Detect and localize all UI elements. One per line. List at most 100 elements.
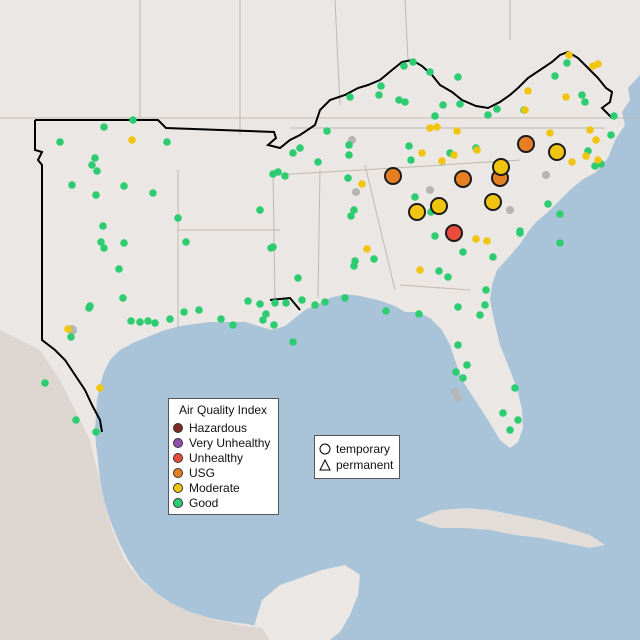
monitor-moderate-small[interactable] <box>592 136 600 144</box>
monitor-good[interactable] <box>269 243 277 251</box>
monitor-good[interactable] <box>115 265 123 273</box>
monitor-good[interactable] <box>431 232 439 240</box>
monitor-good[interactable] <box>311 301 319 309</box>
monitor-good[interactable] <box>100 123 108 131</box>
monitor-good[interactable] <box>439 101 447 109</box>
monitor-good[interactable] <box>163 138 171 146</box>
monitor-good[interactable] <box>41 379 49 387</box>
monitor-moderate-small[interactable] <box>562 93 570 101</box>
monitor-good[interactable] <box>136 318 144 326</box>
monitor-usg[interactable] <box>384 167 402 185</box>
monitor-moderate-small[interactable] <box>483 237 491 245</box>
monitor-good[interactable] <box>511 384 519 392</box>
monitor-good[interactable] <box>551 72 559 80</box>
monitor-moderate-small[interactable] <box>64 325 72 333</box>
monitor-good[interactable] <box>274 168 282 176</box>
monitor-good[interactable] <box>100 244 108 252</box>
monitor-good[interactable] <box>544 200 552 208</box>
monitor-good[interactable] <box>444 273 452 281</box>
monitor-good[interactable] <box>556 210 564 218</box>
monitor-good[interactable] <box>454 341 462 349</box>
monitor-good[interactable] <box>375 91 383 99</box>
monitor-good[interactable] <box>195 306 203 314</box>
monitor-good[interactable] <box>405 142 413 150</box>
monitor-good[interactable] <box>182 238 190 246</box>
monitor-good[interactable] <box>129 116 137 124</box>
monitor-good[interactable] <box>345 151 353 159</box>
monitor-good[interactable] <box>415 310 423 318</box>
monitor-good[interactable] <box>271 299 279 307</box>
monitor-good[interactable] <box>144 317 152 325</box>
monitor-moderate-small[interactable] <box>363 245 371 253</box>
monitor-moderate[interactable] <box>484 193 502 211</box>
monitor-good[interactable] <box>256 300 264 308</box>
monitor-good[interactable] <box>294 274 302 282</box>
monitor-good[interactable] <box>341 294 349 302</box>
monitor-good[interactable] <box>581 98 589 106</box>
monitor-moderate-small[interactable] <box>438 157 446 165</box>
monitor-moderate-small[interactable] <box>524 87 532 95</box>
monitor-good[interactable] <box>296 144 304 152</box>
monitor-good[interactable] <box>262 310 270 318</box>
monitor-good[interactable] <box>345 141 353 149</box>
monitor-good[interactable] <box>610 112 618 120</box>
monitor-good[interactable] <box>499 409 507 417</box>
monitor-good[interactable] <box>180 308 188 316</box>
monitor-good[interactable] <box>67 333 75 341</box>
monitor-moderate-small[interactable] <box>594 60 602 68</box>
monitor-good[interactable] <box>407 156 415 164</box>
monitor-good[interactable] <box>476 311 484 319</box>
monitor-good[interactable] <box>409 58 417 66</box>
monitor-good[interactable] <box>151 319 159 327</box>
monitor-moderate[interactable] <box>430 197 448 215</box>
monitor-good[interactable] <box>463 361 471 369</box>
monitor-moderate[interactable] <box>408 203 426 221</box>
monitor-good[interactable] <box>481 301 489 309</box>
monitor-good[interactable] <box>149 189 157 197</box>
monitor-good[interactable] <box>370 255 378 263</box>
monitor-moderate[interactable] <box>492 158 510 176</box>
monitor-good[interactable] <box>591 162 599 170</box>
monitor-good[interactable] <box>347 212 355 220</box>
monitor-good[interactable] <box>346 93 354 101</box>
monitor-good[interactable] <box>92 191 100 199</box>
monitor-good[interactable] <box>282 299 290 307</box>
monitor-good[interactable] <box>289 338 297 346</box>
monitor-good[interactable] <box>120 182 128 190</box>
monitor-good[interactable] <box>244 297 252 305</box>
monitor-good[interactable] <box>489 253 497 261</box>
monitor-moderate-small[interactable] <box>473 146 481 154</box>
monitor-good[interactable] <box>563 59 571 67</box>
monitor-good[interactable] <box>454 303 462 311</box>
monitor-good[interactable] <box>377 82 385 90</box>
monitor-good[interactable] <box>174 214 182 222</box>
monitor-good[interactable] <box>289 149 297 157</box>
monitor-good[interactable] <box>88 161 96 169</box>
monitor-good[interactable] <box>217 315 225 323</box>
monitor-good[interactable] <box>281 172 289 180</box>
monitor-good[interactable] <box>482 286 490 294</box>
monitor-good[interactable] <box>456 100 464 108</box>
monitor-moderate-small[interactable] <box>96 384 104 392</box>
monitor-good[interactable] <box>382 307 390 315</box>
monitor-moderate-small[interactable] <box>358 180 366 188</box>
monitor-good[interactable] <box>400 62 408 70</box>
monitor-good[interactable] <box>91 154 99 162</box>
monitor-moderate-small[interactable] <box>418 149 426 157</box>
monitor-good[interactable] <box>259 316 267 324</box>
monitor-moderate-small[interactable] <box>594 156 602 164</box>
monitor-moderate-small[interactable] <box>521 106 529 114</box>
monitor-good[interactable] <box>314 158 322 166</box>
monitor-good[interactable] <box>516 227 524 235</box>
monitor-good[interactable] <box>514 416 522 424</box>
monitor-good[interactable] <box>506 426 514 434</box>
monitor-good[interactable] <box>99 222 107 230</box>
monitor-good[interactable] <box>97 238 105 246</box>
monitor-good[interactable] <box>459 374 467 382</box>
monitor-good[interactable] <box>578 91 586 99</box>
monitor-moderate-small[interactable] <box>472 235 480 243</box>
monitor-good[interactable] <box>119 294 127 302</box>
monitor-moderate-small[interactable] <box>433 123 441 131</box>
monitor-good[interactable] <box>298 296 306 304</box>
monitor-moderate-small[interactable] <box>546 129 554 137</box>
